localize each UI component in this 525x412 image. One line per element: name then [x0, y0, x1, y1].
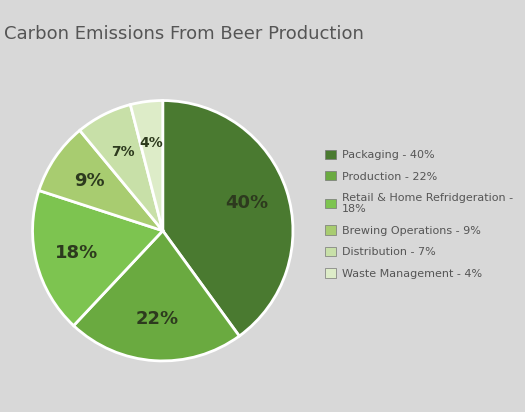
Wedge shape	[33, 190, 163, 325]
Text: 40%: 40%	[225, 194, 268, 212]
Wedge shape	[80, 105, 163, 231]
Wedge shape	[163, 101, 293, 336]
Wedge shape	[74, 231, 239, 361]
Text: 4%: 4%	[140, 136, 163, 150]
Text: 7%: 7%	[111, 145, 134, 159]
Wedge shape	[130, 101, 163, 231]
Legend: Packaging - 40%, Production - 22%, Retail & Home Refridgeration -
18%, Brewing O: Packaging - 40%, Production - 22%, Retai…	[321, 145, 517, 283]
Text: 22%: 22%	[135, 310, 179, 328]
Text: 9%: 9%	[74, 172, 105, 190]
Text: Carbon Emissions From Beer Production: Carbon Emissions From Beer Production	[4, 25, 364, 43]
Wedge shape	[39, 131, 163, 231]
Text: 18%: 18%	[55, 244, 99, 262]
